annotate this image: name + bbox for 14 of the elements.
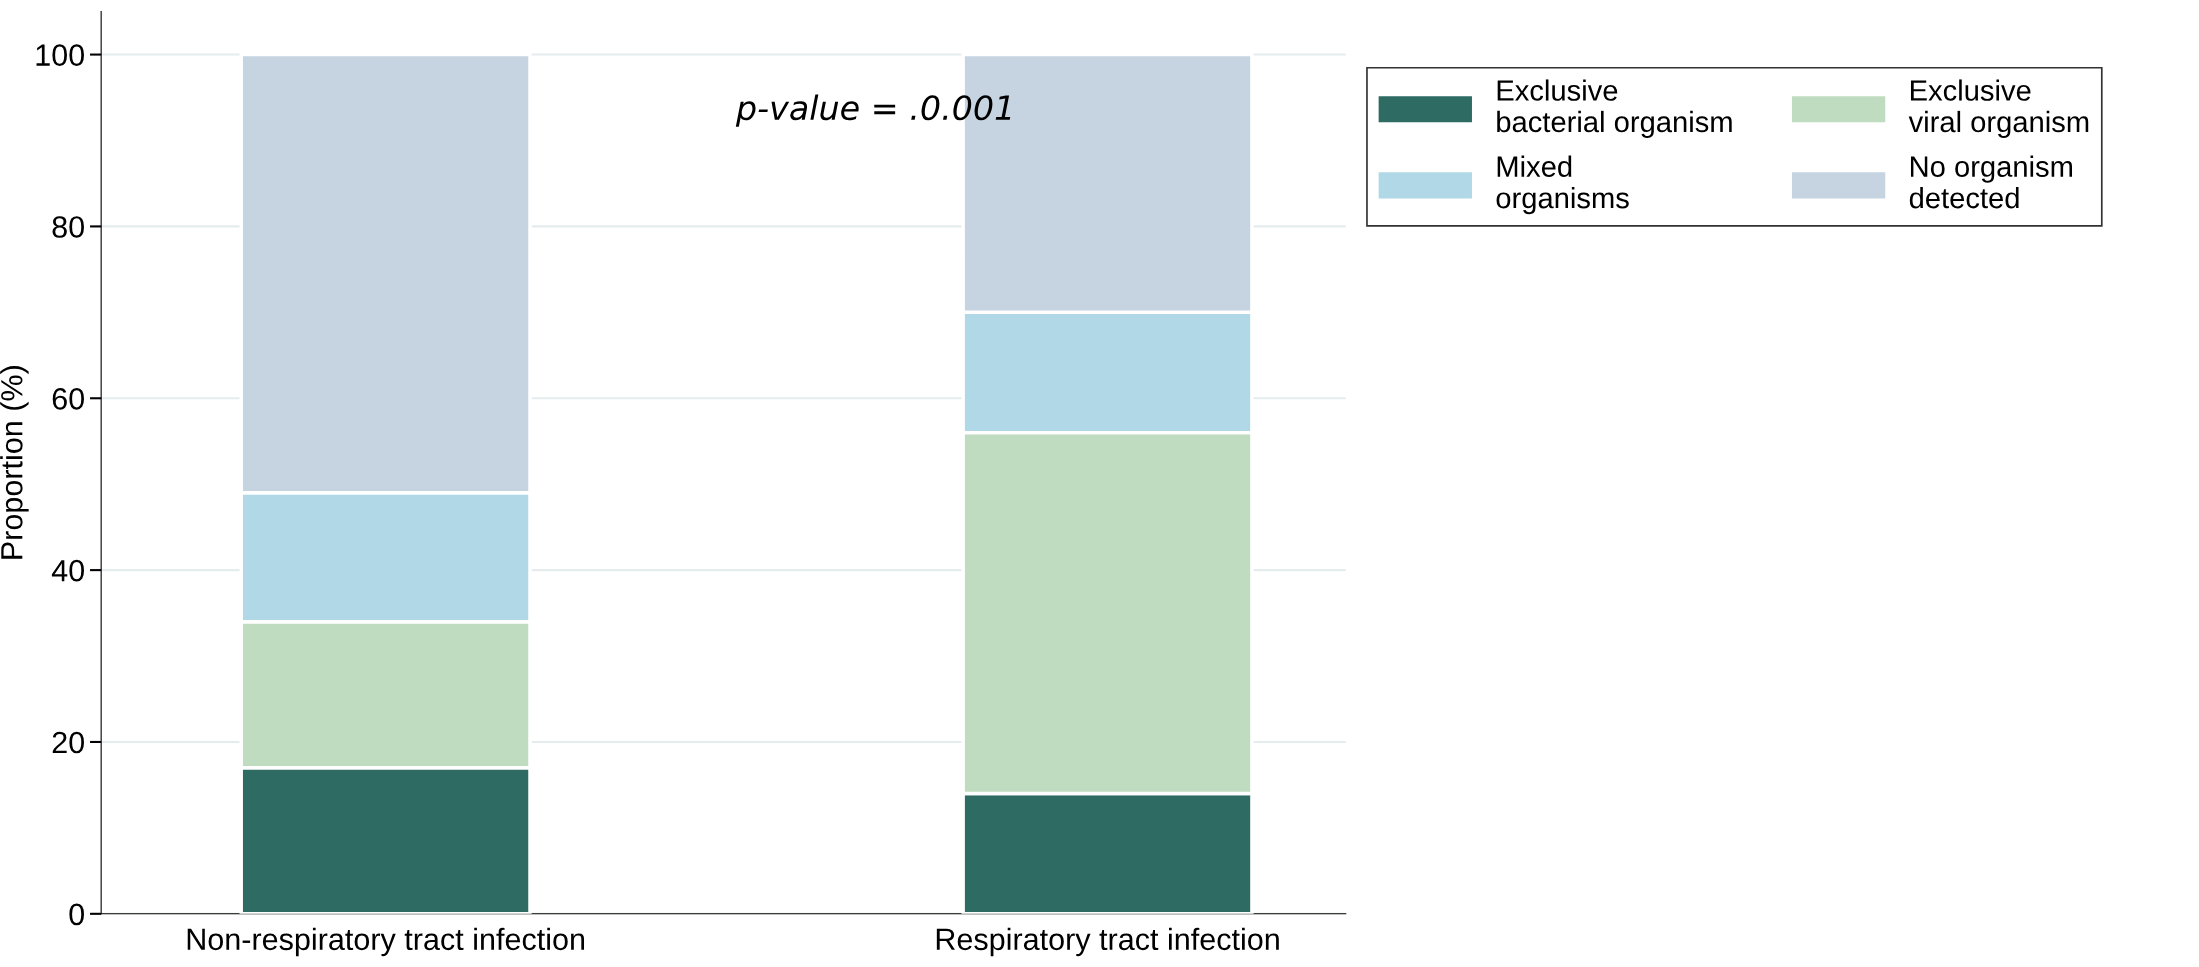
y-tick-label: 0 (69, 903, 84, 926)
legend-label: Mixed organisms (1496, 155, 1629, 215)
y-tick-label: 60 (52, 388, 84, 410)
y-tick-label: 20 (52, 731, 84, 754)
annotation: p-value = .0.001 (735, 94, 1011, 127)
x-tick-label: Respiratory tract infection (936, 927, 1279, 957)
legend-label: Exclusive bacterial organism (1497, 79, 1732, 139)
y-tick-label: 40 (51, 559, 84, 582)
x-tick-label: Non-respiratory tract infection (187, 927, 585, 957)
y-axis-title: Proportion (%) (0, 366, 29, 559)
y-tick-label: 80 (52, 216, 84, 238)
legend-label: No organism detected (1909, 155, 2073, 209)
legend-label: Exclusive viral organism (1908, 79, 2089, 139)
y-tick-label: 100 (36, 44, 84, 66)
